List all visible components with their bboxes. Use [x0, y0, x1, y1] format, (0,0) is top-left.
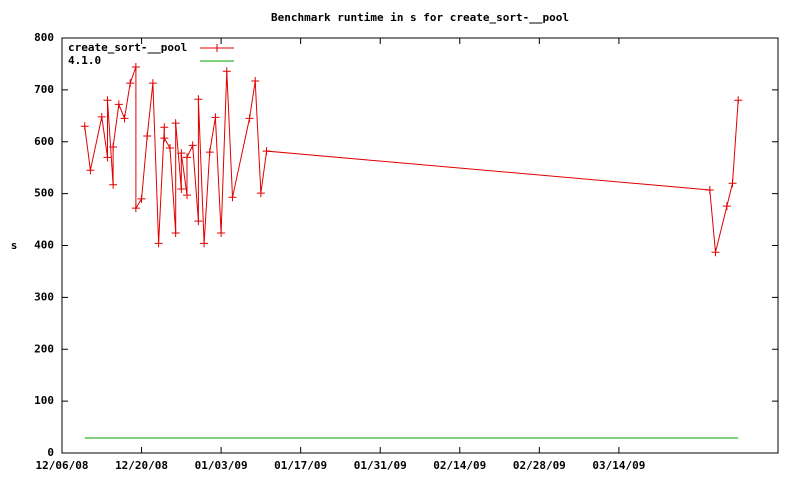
data-point	[251, 77, 260, 86]
data-point	[131, 204, 140, 213]
data-point	[211, 113, 220, 122]
data-point	[171, 119, 180, 128]
data-point	[722, 202, 731, 211]
x-tick-label: 01/31/09	[354, 459, 407, 472]
data-point	[143, 132, 152, 141]
data-point	[705, 185, 714, 194]
y-axis-label: s	[11, 239, 18, 252]
data-point	[165, 143, 174, 152]
data-point	[183, 191, 192, 200]
data-point	[734, 96, 743, 105]
data-point	[97, 112, 106, 121]
data-point	[177, 184, 186, 193]
data-point	[86, 166, 95, 175]
data-point	[228, 193, 237, 202]
data-point	[109, 180, 118, 189]
data-point	[222, 67, 231, 76]
x-tick-label: 01/03/09	[195, 459, 248, 472]
x-tick-label: 03/14/09	[592, 459, 645, 472]
x-tick-label: 02/28/09	[513, 459, 566, 472]
data-point	[183, 153, 192, 162]
y-tick-label: 400	[34, 239, 54, 252]
data-point	[154, 239, 163, 248]
data-point	[188, 141, 197, 150]
data-point	[171, 229, 180, 238]
data-point	[728, 179, 737, 188]
y-tick-label: 0	[47, 446, 54, 459]
data-point	[245, 114, 254, 123]
x-tick-label: 02/14/09	[433, 459, 486, 472]
data-point	[217, 229, 226, 238]
data-point	[109, 142, 118, 151]
data-point	[160, 123, 169, 132]
data-point	[177, 149, 186, 158]
data-point	[103, 153, 112, 162]
y-tick-label: 600	[34, 135, 54, 148]
x-tick-label: 01/17/09	[274, 459, 327, 472]
x-tick-label: 12/06/08	[36, 459, 89, 472]
data-point	[200, 239, 209, 248]
legend-label: 4.1.0	[68, 54, 101, 67]
data-point	[126, 79, 135, 88]
data-point	[256, 189, 265, 198]
data-point	[137, 194, 146, 203]
legend-marker	[213, 44, 221, 52]
data-point	[120, 114, 129, 123]
x-tick-label: 12/20/08	[115, 459, 168, 472]
data-point	[103, 96, 112, 105]
data-point	[80, 122, 89, 131]
y-tick-label: 700	[34, 83, 54, 96]
data-point	[205, 148, 214, 157]
data-point	[148, 79, 157, 88]
chart-title: Benchmark runtime in s for create_sort-_…	[271, 11, 569, 24]
data-point	[131, 63, 140, 72]
legend-label: create_sort-__pool	[68, 41, 187, 54]
data-point	[711, 248, 720, 257]
data-point	[160, 134, 169, 143]
y-tick-label: 100	[34, 394, 54, 407]
data-point	[114, 100, 123, 109]
data-point	[194, 217, 203, 226]
y-tick-label: 500	[34, 187, 54, 200]
data-point	[194, 95, 203, 104]
y-tick-label: 200	[34, 342, 54, 355]
y-tick-label: 300	[34, 290, 54, 303]
data-point	[262, 147, 271, 156]
y-tick-label: 800	[34, 31, 54, 44]
